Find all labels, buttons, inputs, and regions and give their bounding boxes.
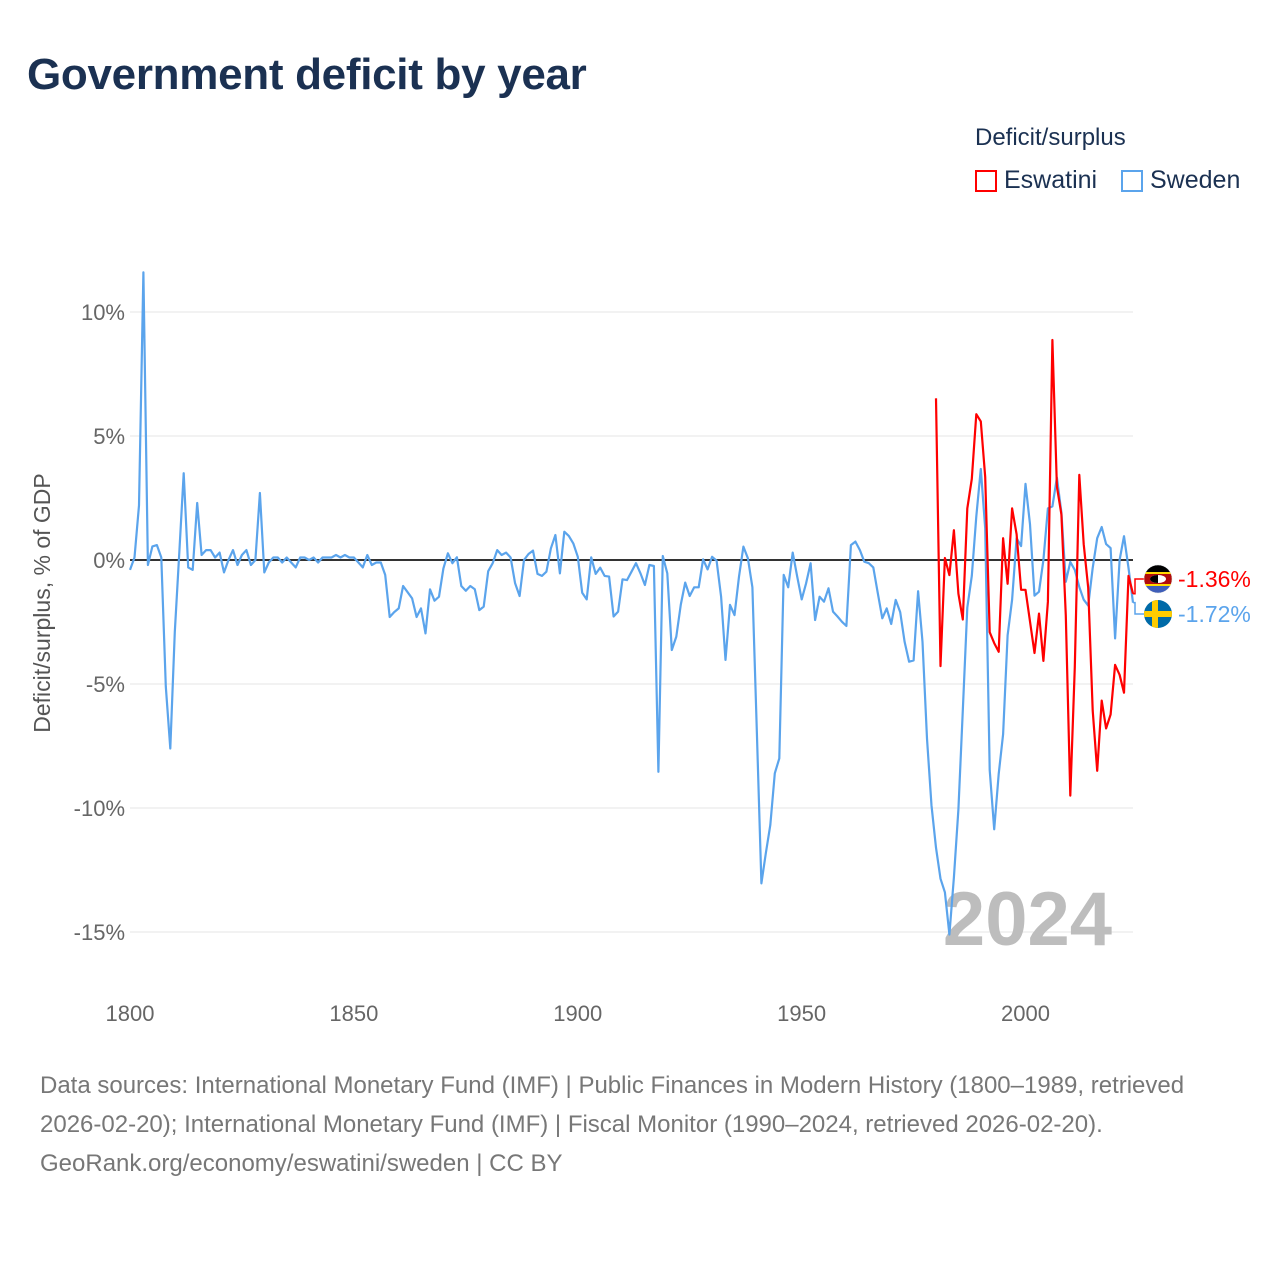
credit-link[interactable]: GeoRank.org/economy/eswatini/sweden | CC…: [40, 1150, 563, 1177]
y-tick-label: 10%: [81, 300, 125, 325]
legend-item-eswatini[interactable]: Eswatini: [975, 166, 1097, 195]
eswatini-flag-icon: [1144, 565, 1172, 593]
page-title: Government deficit by year: [27, 50, 587, 99]
series-eswatini: [934, 338, 1135, 797]
end-label-connector-sweden: [1133, 601, 1144, 615]
end-value-eswatini: -1.36%: [1178, 566, 1251, 592]
x-tick-label: 1900: [553, 1001, 602, 1026]
series-line-sweden[interactable]: [128, 271, 1135, 936]
end-value-sweden: -1.72%: [1178, 601, 1251, 627]
x-tick-label: 1850: [329, 1001, 378, 1026]
y-tick-label: -15%: [74, 920, 125, 945]
legend-label-sweden: Sweden: [1150, 166, 1241, 194]
series-line-eswatini[interactable]: [934, 338, 1135, 797]
current-year-label: 2024: [943, 877, 1112, 962]
end-label-sweden: -1.72%: [1133, 600, 1251, 628]
legend-swatch-eswatini: [975, 169, 997, 192]
end-label-connector-eswatini: [1133, 578, 1144, 595]
x-tick-label: 2000: [1001, 1001, 1050, 1026]
legend-title: Deficit/surplus: [975, 124, 1126, 151]
x-axis-ticks: 1800 1850 1900 1950 2000: [106, 1001, 1050, 1026]
y-axis-title: Deficit/surplus, % of GDP: [29, 473, 55, 732]
footer: Data sources: International Monetary Fun…: [40, 1066, 1240, 1183]
series-sweden: [128, 271, 1135, 936]
y-tick-label: 0%: [93, 548, 125, 573]
x-tick-label: 1950: [777, 1001, 826, 1026]
sweden-flag-icon: [1144, 600, 1172, 628]
legend-label-eswatini: Eswatini: [1004, 166, 1098, 194]
end-label-eswatini: -1.36%: [1133, 564, 1251, 595]
legend-swatch-sweden: [1121, 169, 1143, 192]
data-sources: Data sources: International Monetary Fun…: [40, 1072, 1185, 1138]
gridlines: [130, 311, 1133, 933]
y-tick-label: -5%: [86, 672, 125, 697]
x-tick-label: 1800: [106, 1001, 155, 1026]
line-chart: 10%5%0%-5%-10%-15% 1800 1850 1900 1950 2000 …: [29, 271, 1251, 1026]
y-tick-label: -10%: [74, 796, 125, 821]
y-tick-label: 5%: [93, 424, 125, 449]
y-axis-ticks: 10% 5% 0% -5% -10% -15%: [74, 300, 125, 945]
legend-item-sweden[interactable]: Sweden: [1121, 166, 1240, 195]
